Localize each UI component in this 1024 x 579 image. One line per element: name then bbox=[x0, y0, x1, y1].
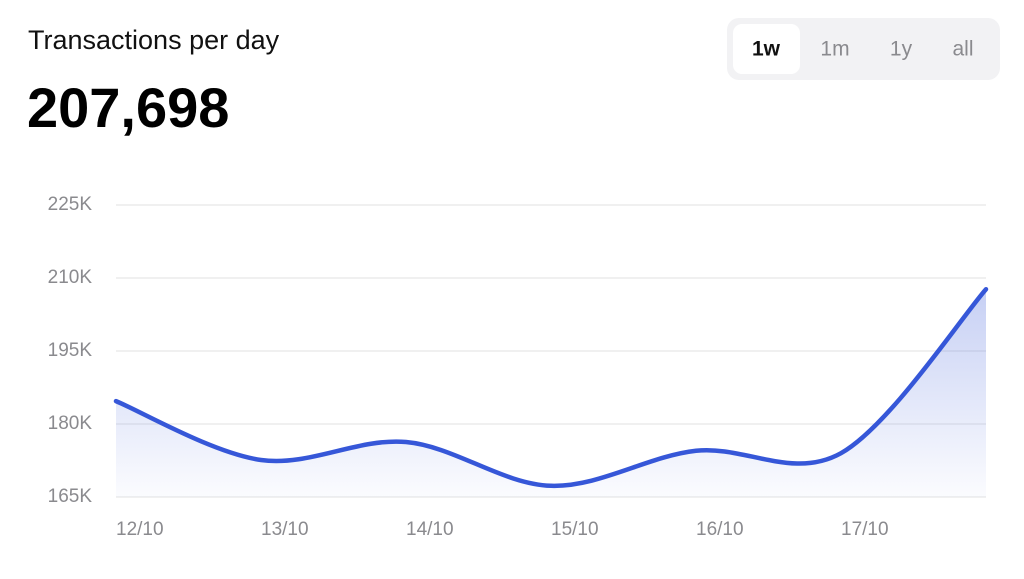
range-tab[interactable]: 1y bbox=[890, 38, 913, 61]
y-tick-label: 165K bbox=[48, 486, 93, 507]
x-tick-label: 17/10 bbox=[841, 519, 889, 540]
x-tick-label: 16/10 bbox=[696, 519, 744, 540]
x-tick-label: 15/10 bbox=[551, 519, 599, 540]
range-tab[interactable]: 1m bbox=[820, 38, 849, 61]
x-tick-label: 12/10 bbox=[116, 519, 164, 540]
range-tab[interactable]: 1w bbox=[752, 38, 781, 61]
x-tick-label: 13/10 bbox=[261, 519, 309, 540]
chart-title: Transactions per day bbox=[28, 25, 280, 55]
y-tick-label: 195K bbox=[48, 340, 93, 361]
y-tick-label: 225K bbox=[48, 194, 93, 215]
x-tick-label: 14/10 bbox=[406, 519, 454, 540]
y-tick-label: 180K bbox=[48, 413, 93, 434]
active-tab[interactable] bbox=[733, 24, 800, 74]
current-value: 207,698 bbox=[27, 76, 229, 139]
y-tick-label: 210K bbox=[48, 267, 93, 288]
range-tab[interactable]: all bbox=[952, 38, 973, 61]
line bbox=[113, 286, 989, 489]
area-fill bbox=[116, 289, 986, 497]
